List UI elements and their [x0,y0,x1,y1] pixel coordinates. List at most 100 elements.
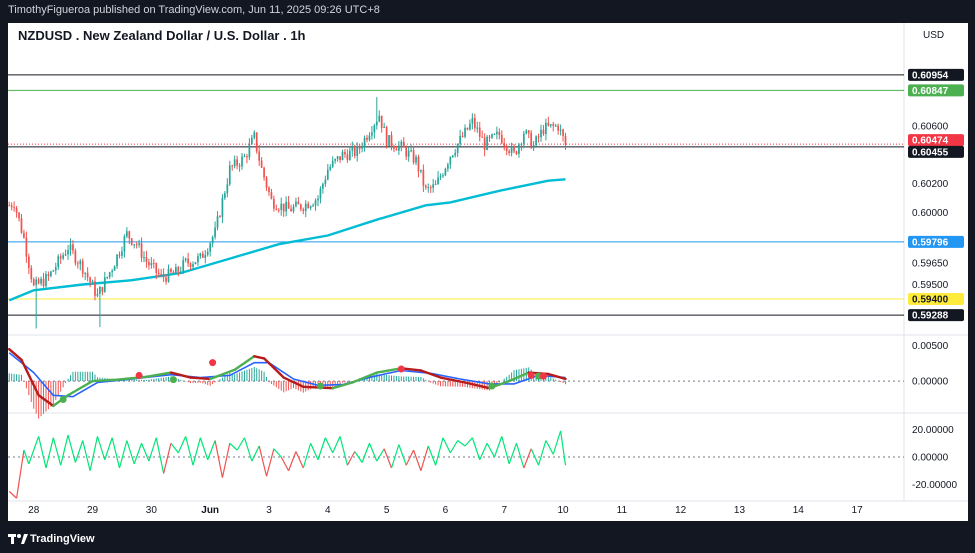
candle-body [263,167,265,178]
price-label-0.60455: 0.60455 [912,147,949,158]
osc2-segment [486,442,495,458]
chart-panel[interactable]: 0.60954 0.60847 0.60474 0.60455 0.59796 0.594… [8,23,968,521]
candle-body [165,277,167,282]
candle-body [420,169,422,172]
candle-body [204,254,207,258]
candle-body [179,271,182,273]
candle-body [192,263,194,267]
candle-body [429,187,432,189]
candle-body [319,188,322,199]
candle-body [101,286,104,292]
candle-body [135,244,138,246]
candle-body [157,272,160,274]
candle-body [224,193,226,199]
osc2-segment [449,440,459,454]
oscillator-2-layer [8,430,904,499]
candle-body [138,243,140,245]
price-label-0.60474: 0.60474 [912,136,949,147]
y-tick-0.60000: 0.60000 [912,208,949,219]
candle-body [133,244,136,246]
grid [8,23,968,502]
candle-body [258,151,261,161]
candle-body [562,129,564,136]
osc2-segment [207,440,216,460]
osc2-segment [302,443,312,469]
candle-body [233,159,236,167]
candle-body [175,267,177,274]
osc1-y-tick-0.00500: 0.00500 [912,341,949,352]
osc2-segment [82,440,91,471]
osc2-segment [163,443,172,474]
currency-label: USD [923,30,944,41]
x-tick-4: 4 [325,505,331,516]
candle-body [64,254,67,256]
candle-body [270,192,273,199]
candle-body [209,243,212,252]
osc1-fast-segment [145,371,173,379]
candle-body [273,198,275,209]
osc2-segment [457,440,466,447]
candle-body [554,125,557,127]
candle-body [557,125,560,131]
cross-marker [397,365,405,373]
candle-body [324,179,327,185]
osc2-segment [413,449,422,471]
osc2-segment [89,436,99,471]
osc2-segment [435,437,444,466]
osc2-segment [376,448,385,462]
price-label-bg [908,292,964,305]
candle-body [91,281,94,283]
price-label-0.60847: 0.60847 [912,86,949,97]
osc1-y-tick-0.00000: 0.00000 [912,377,949,388]
candle-body [148,262,150,266]
tradingview-logo-icon[interactable] [8,533,28,545]
candle-body [535,136,537,146]
osc2-segment [258,445,268,477]
candle-body [8,205,11,207]
candle-body [194,262,197,264]
candle-body [314,200,317,206]
candle-body [50,271,52,276]
candle-body [221,198,224,217]
x-tick-13: 13 [734,505,746,516]
candle-body [118,254,121,256]
candle-body [486,136,488,150]
candle-body [400,141,403,146]
price-lines [8,74,904,316]
candle-body [326,169,329,180]
x-tick-10: 10 [557,505,569,516]
candle-body [383,126,386,128]
price-label-bg [908,68,964,81]
publish-bar: TimothyFigueroa published on TradingView… [0,0,975,23]
candle-body [336,156,339,160]
x-tick-3: 3 [266,505,272,516]
candle-body [18,212,20,219]
candle-body [371,132,373,136]
candle-body [172,272,175,274]
candle-body [72,244,74,251]
candle-body [243,156,246,158]
candle-body [145,257,148,263]
oscillator-1-layer [8,347,904,419]
candle-body [299,204,302,210]
candle-body [79,260,82,265]
osc2-y-tick-0.00000: 0.00000 [912,453,949,464]
osc2-segment [493,436,503,458]
candle-body [265,177,268,188]
osc1-fast-segment [507,371,530,383]
candle-body [226,184,229,194]
osc2-segment [273,448,282,458]
candle-body [255,132,258,152]
candle-body [99,286,101,294]
osc2-segment [199,437,209,460]
candle-body [412,150,415,163]
osc2-segment [126,440,135,465]
candle-body [121,251,123,256]
candle-body [380,115,383,128]
candle-body [537,136,540,138]
candle-body [398,145,400,151]
candle-body [10,205,13,208]
candle-body [282,203,285,212]
